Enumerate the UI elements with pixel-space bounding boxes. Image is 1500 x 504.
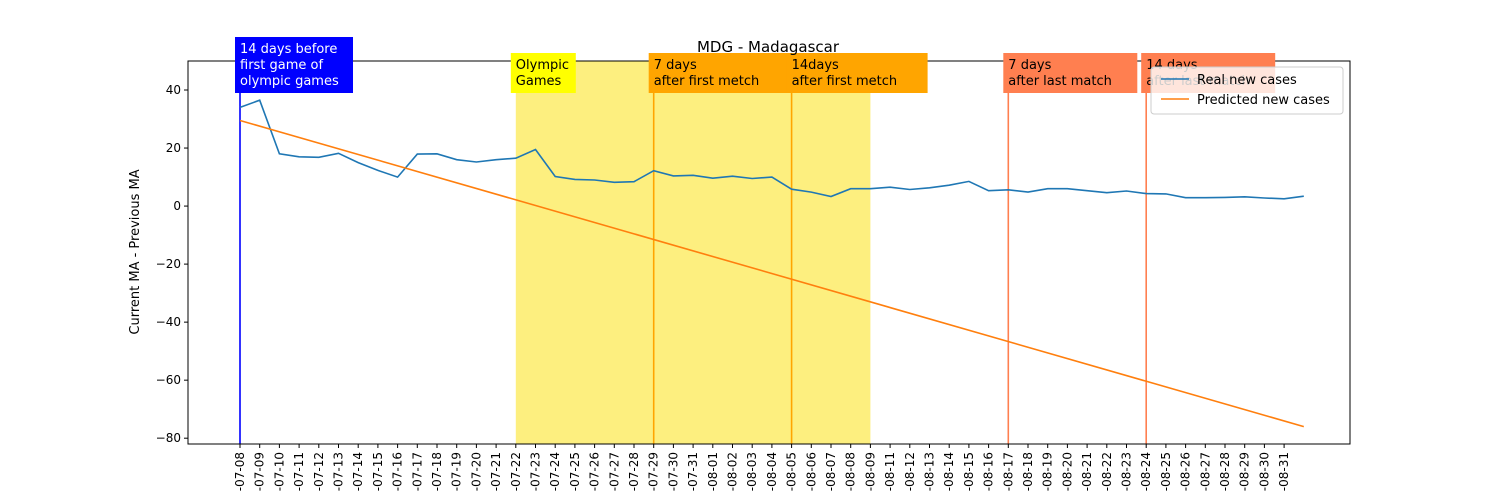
x-tick-label: -07-28 xyxy=(627,452,641,491)
shaded-region-group xyxy=(516,61,871,444)
chart-title: MDG - Madagascar xyxy=(697,38,840,56)
x-tick-label: -08-18 xyxy=(1021,452,1035,491)
x-tick-label: -08-21 xyxy=(1080,452,1094,491)
x-tick-label: -07-22 xyxy=(509,452,523,491)
x-tick-label: -08-29 xyxy=(1238,452,1252,491)
x-tick-label: -08-27 xyxy=(1198,452,1212,491)
annotation-text: olympic games xyxy=(240,74,339,89)
x-tick-label: -08-15 xyxy=(962,452,976,491)
x-tick-label: -08-17 xyxy=(1001,452,1015,491)
y-tick-label: −40 xyxy=(156,315,181,329)
x-tick-label: -08-13 xyxy=(923,452,937,491)
annotation-text: 7 days xyxy=(654,58,697,73)
annotation-text: first game of xyxy=(240,58,324,73)
x-tick-label: -07-08 xyxy=(233,452,247,491)
x-tick-label: -07-29 xyxy=(647,452,661,491)
olympic-games-shaded-region xyxy=(516,61,871,444)
x-tick-label: -07-18 xyxy=(430,452,444,491)
x-tick-label: -08-26 xyxy=(1179,452,1193,491)
y-tick-label: 40 xyxy=(166,83,181,97)
x-tick-label: -08-06 xyxy=(804,452,818,491)
x-tick-label: -07-31 xyxy=(686,452,700,491)
y-tick-label: 20 xyxy=(166,141,181,155)
x-tick-label: -08-23 xyxy=(1120,452,1134,491)
y-tick-label: −20 xyxy=(156,257,181,271)
y-axis-label: Current MA - Previous MA xyxy=(128,169,143,334)
y-tick-label: −80 xyxy=(156,431,181,445)
x-tick-label: -08-04 xyxy=(765,452,779,491)
x-tick-label: -07-25 xyxy=(568,452,582,491)
x-tick-label: -08-25 xyxy=(1159,452,1173,491)
x-tick-label: -07-16 xyxy=(391,452,405,491)
x-tick-label: -08-02 xyxy=(726,452,740,491)
x-tick-label: -08-31 xyxy=(1277,452,1291,491)
x-tick-label: -07-26 xyxy=(588,452,602,491)
x-tick-label: -07-09 xyxy=(253,452,267,491)
x-axis: -07-08 -07-09 -07-10 -07-11 -07-12 -07-13 -07-… xyxy=(233,444,1291,491)
x-tick-label: -08-19 xyxy=(1041,452,1055,491)
annotation-text: 14days xyxy=(792,58,839,73)
annotation-text: Games xyxy=(516,74,562,89)
x-tick-label: -08-03 xyxy=(745,452,759,491)
x-tick-label: -08-08 xyxy=(844,452,858,491)
x-tick-label: -08-16 xyxy=(982,452,996,491)
x-tick-label: -08-05 xyxy=(785,452,799,491)
x-tick-label: -08-09 xyxy=(863,452,877,491)
x-tick-label: -07-13 xyxy=(332,452,346,491)
annotation-text: after last match xyxy=(1008,74,1112,89)
x-tick-label: -07-19 xyxy=(450,452,464,491)
annotation-text: Olympic xyxy=(516,58,569,73)
x-tick-label: -08-24 xyxy=(1139,452,1153,491)
legend-label: Predicted new cases xyxy=(1197,93,1330,108)
x-tick-label: -07-14 xyxy=(351,452,365,491)
x-tick-label: -07-11 xyxy=(292,452,306,491)
y-tick-label: 0 xyxy=(173,199,181,213)
annotation-text: after first metch xyxy=(792,74,898,89)
legend: Real new cases Predicted new cases xyxy=(1151,67,1343,114)
x-tick-label: -07-15 xyxy=(371,452,385,491)
x-tick-label: -07-12 xyxy=(312,452,326,491)
annotation-text: 14 days before xyxy=(240,42,337,57)
x-tick-label: -08-22 xyxy=(1100,452,1114,491)
x-tick-label: -08-14 xyxy=(942,452,956,491)
x-tick-label: -08-01 xyxy=(706,452,720,491)
annotation-text: 7 days xyxy=(1008,58,1051,73)
x-tick-label: -08-11 xyxy=(883,452,897,491)
annotation-text: after first metch xyxy=(654,74,760,89)
x-tick-label: -08-20 xyxy=(1060,452,1074,491)
x-tick-label: -08-30 xyxy=(1257,452,1271,491)
x-tick-label: -07-27 xyxy=(607,452,621,491)
x-tick-label: -08-28 xyxy=(1218,452,1232,491)
y-tick-label: −60 xyxy=(156,373,181,387)
legend-label: Real new cases xyxy=(1197,73,1297,88)
x-tick-label: -08-07 xyxy=(824,452,838,491)
x-tick-label: -07-20 xyxy=(469,452,483,491)
x-tick-label: -07-24 xyxy=(548,452,562,491)
x-tick-label: -07-17 xyxy=(410,452,424,491)
x-tick-label: -07-23 xyxy=(529,452,543,491)
x-tick-label: -07-10 xyxy=(272,452,286,491)
x-tick-label: -07-30 xyxy=(666,452,680,491)
y-axis: −80 −60 −40 −20 0 20 40 xyxy=(156,83,188,445)
x-tick-label: -07-21 xyxy=(489,452,503,491)
x-tick-label: -08-12 xyxy=(903,452,917,491)
